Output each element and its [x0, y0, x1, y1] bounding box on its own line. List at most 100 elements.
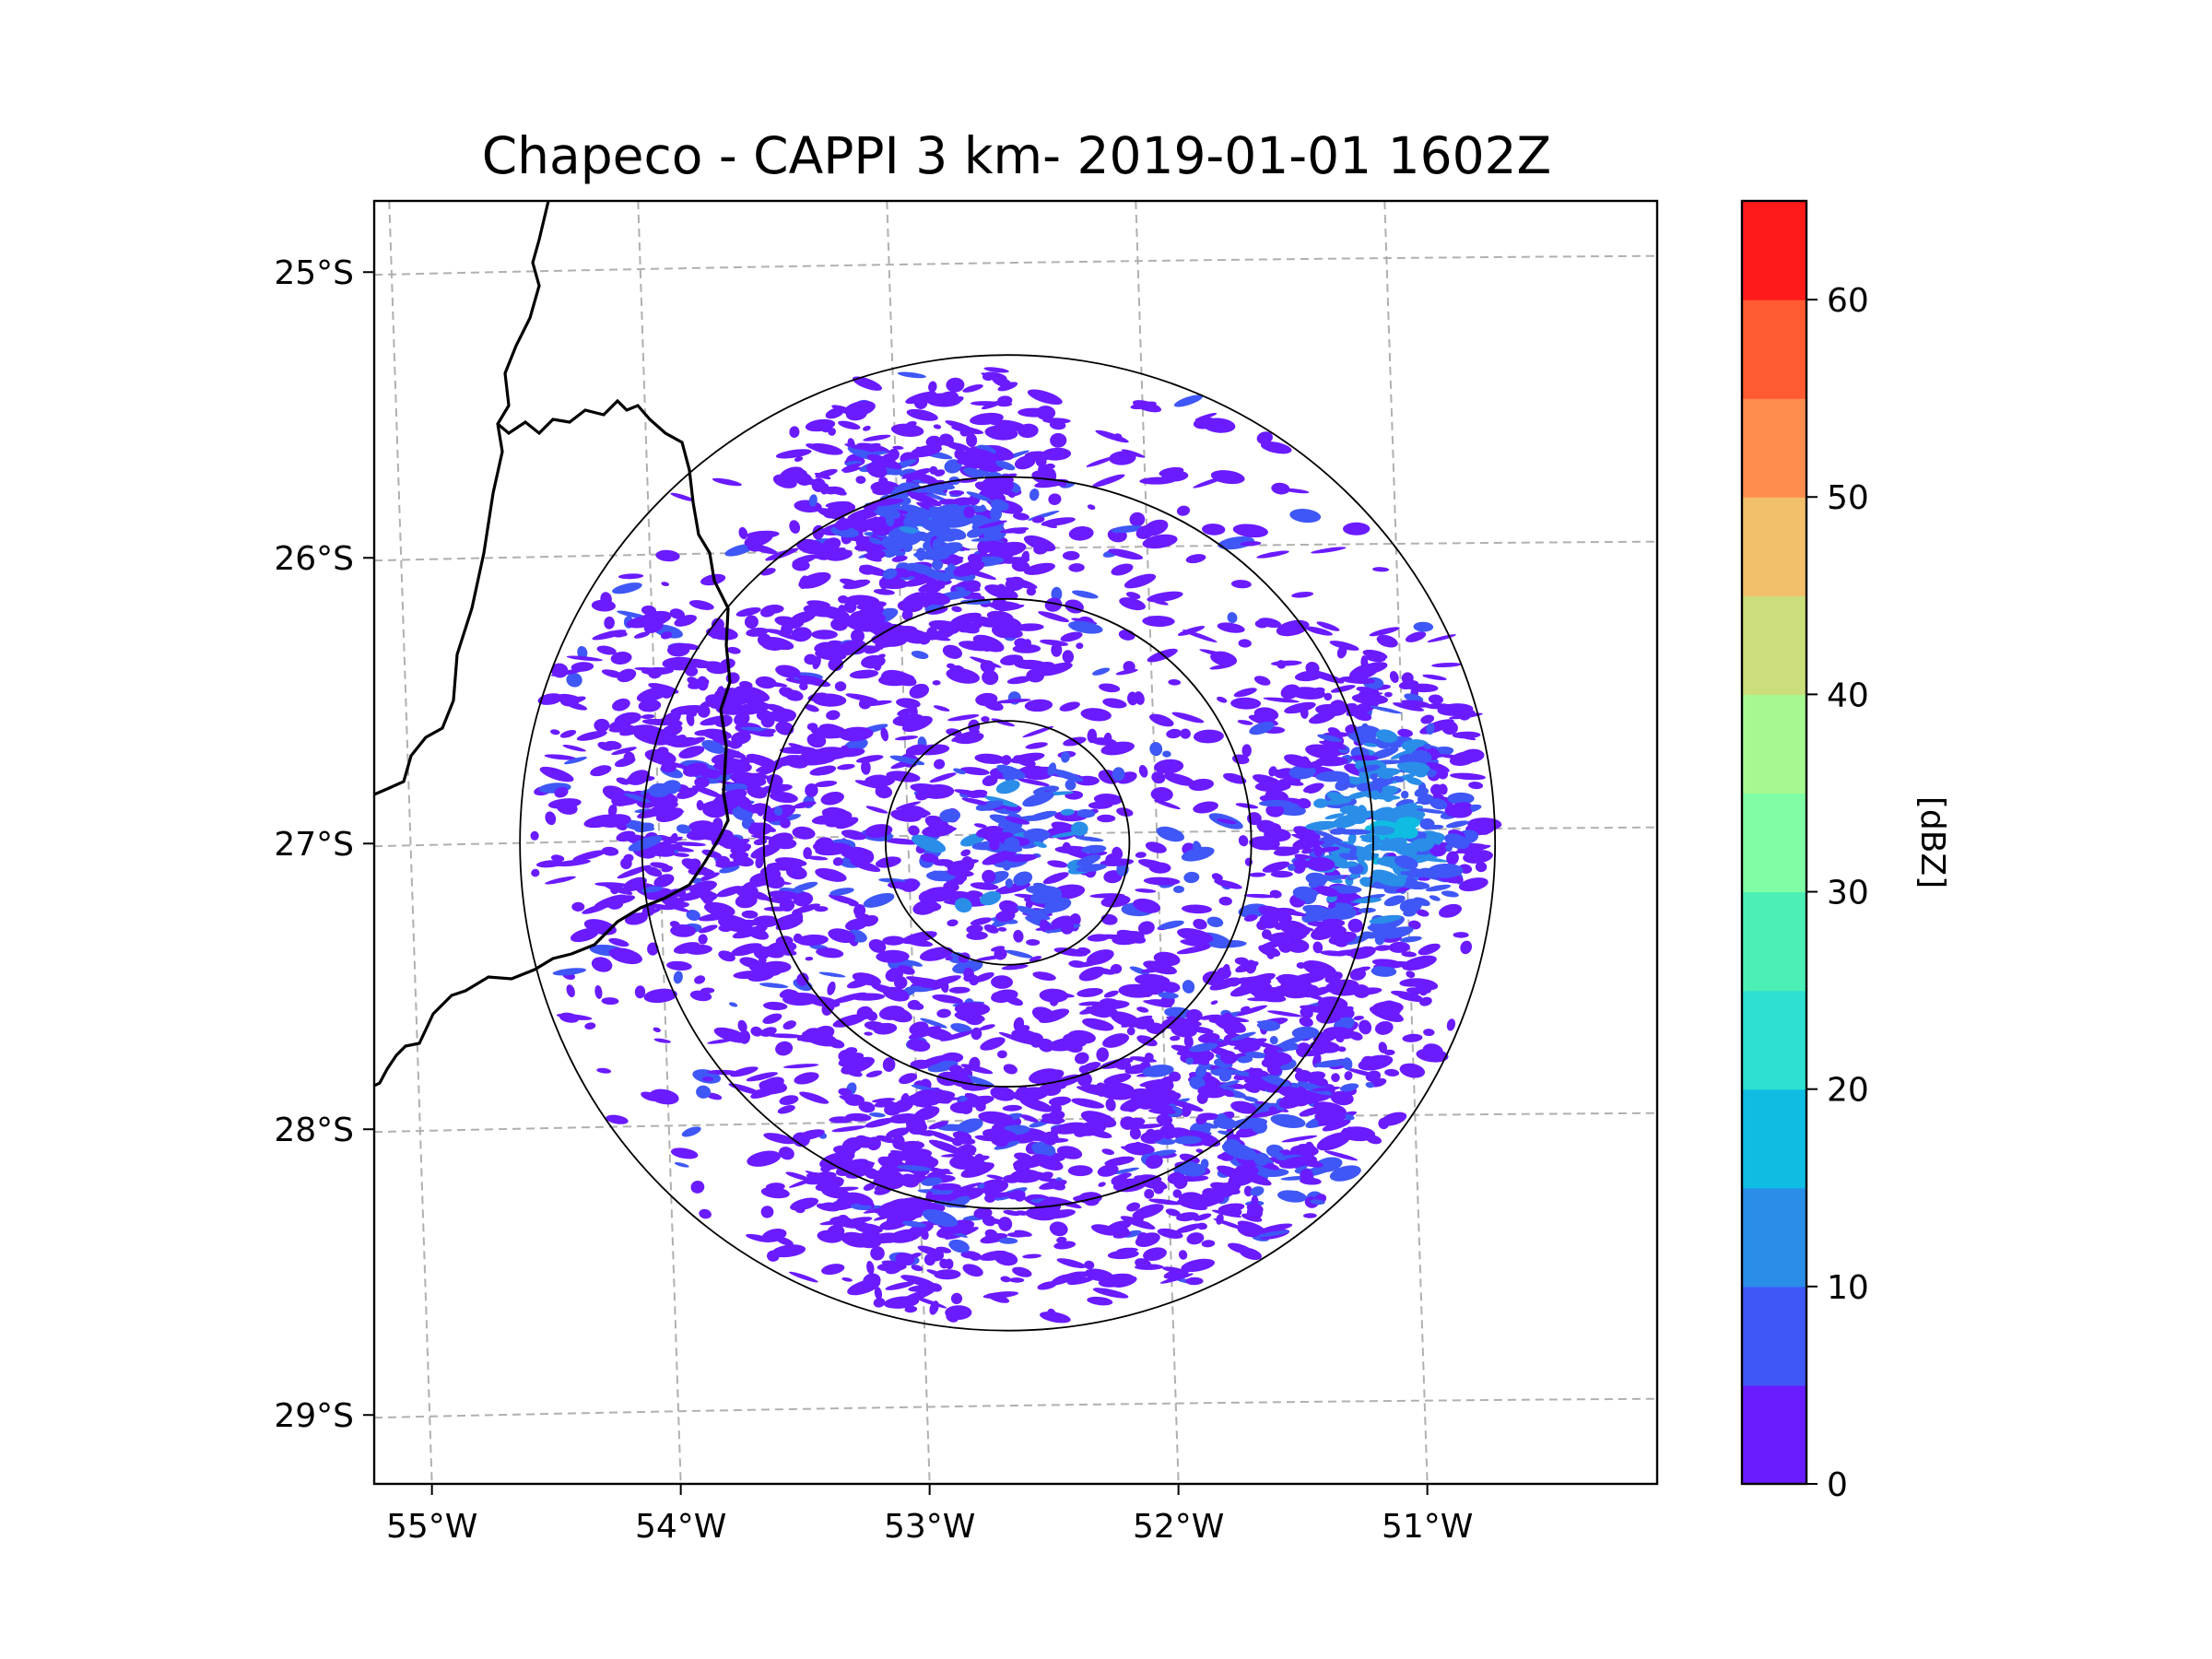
- echo-cell: [1206, 916, 1224, 927]
- echo-cell: [1303, 986, 1334, 998]
- echo-cell: [892, 1135, 905, 1149]
- echo-cell: [979, 1250, 1008, 1261]
- echo-cell: [1378, 1041, 1388, 1053]
- echo-cell: [1383, 895, 1406, 907]
- echo-cell: [1404, 693, 1424, 703]
- echo-cell: [918, 581, 942, 593]
- echo-cell: [1134, 1095, 1155, 1110]
- echo-cell: [1047, 1209, 1076, 1219]
- echo-cell: [1160, 982, 1181, 994]
- echo-cell: [1044, 463, 1055, 469]
- echo-cell: [678, 746, 705, 759]
- echo-cell: [1235, 803, 1259, 809]
- echo-cell: [985, 1181, 1005, 1193]
- echo-cell: [1330, 685, 1356, 693]
- echo-cell: [1284, 1096, 1319, 1105]
- echo-cell: [545, 811, 557, 826]
- echo-cell: [1230, 982, 1262, 997]
- echo-cell: [768, 890, 801, 900]
- echo-cell: [1447, 792, 1475, 805]
- echo-cell: [870, 1246, 885, 1261]
- echo-cell: [1126, 1027, 1135, 1036]
- echo-cell: [608, 937, 629, 947]
- echo-cell: [1006, 853, 1038, 863]
- echo-cell: [1003, 768, 1017, 782]
- echo-cell: [814, 906, 829, 912]
- echo-cell: [907, 1039, 931, 1052]
- echo-cell: [869, 451, 888, 455]
- echo-cell: [1115, 1172, 1132, 1180]
- echo-cell: [1256, 550, 1289, 559]
- echo-cell: [1314, 1059, 1351, 1068]
- echo-cell: [694, 975, 706, 984]
- echo-cell: [808, 494, 818, 507]
- echo-cell: [1095, 1082, 1108, 1097]
- echo-cell: [653, 1038, 671, 1043]
- echo-cell: [1068, 563, 1085, 572]
- echo-cell: [638, 699, 662, 712]
- echo-cell: [1365, 1082, 1374, 1088]
- echo-cell: [1097, 814, 1116, 823]
- echo-cell: [793, 881, 818, 892]
- echo-cell: [669, 608, 685, 619]
- echo-cell: [738, 1030, 751, 1044]
- echo-cell: [928, 1121, 949, 1130]
- echo-cell: [986, 1192, 1013, 1198]
- echo-cell: [862, 850, 875, 864]
- echo-cell: [1040, 1311, 1071, 1324]
- echo-cell: [997, 1050, 1007, 1059]
- echo-cell: [989, 814, 1023, 829]
- echo-cell: [928, 629, 954, 641]
- echo-cell: [947, 1312, 960, 1321]
- echo-cell: [594, 718, 610, 733]
- echo-cell: [1374, 1020, 1394, 1035]
- echo-cell: [1171, 712, 1205, 724]
- echo-cell: [837, 763, 855, 771]
- echo-cell: [1013, 929, 1024, 943]
- plot-frame: [372, 199, 1659, 1486]
- echo-cell: [1148, 1198, 1182, 1206]
- echo-cell: [838, 420, 861, 430]
- echo-cell: [1133, 898, 1161, 913]
- echo-cell: [1121, 449, 1146, 458]
- echo-cell: [1411, 978, 1439, 991]
- echo-cell: [1313, 830, 1335, 839]
- echo-cell: [604, 616, 615, 629]
- echo-cell: [863, 425, 871, 431]
- echo-cell: [564, 701, 588, 711]
- echo-cell: [1024, 562, 1055, 575]
- echo-cell: [793, 903, 821, 914]
- echo-cell: [785, 865, 807, 880]
- echo-cell: [769, 791, 798, 804]
- echo-cell: [995, 780, 1020, 794]
- echo-cell: [601, 846, 619, 856]
- echo-cell: [983, 367, 1009, 373]
- echo-cell: [1402, 955, 1437, 971]
- echo-cell: [1383, 1049, 1395, 1056]
- echo-cell: [698, 924, 718, 934]
- colorbar-label: [dBZ]: [1913, 796, 1951, 888]
- echo-cell: [576, 730, 607, 741]
- echo-cell: [688, 858, 701, 869]
- echo-cell: [804, 704, 819, 712]
- echo-cell: [845, 1068, 863, 1077]
- echo-cell: [1246, 1203, 1264, 1214]
- echo-cell: [790, 1197, 819, 1211]
- echo-cell: [1237, 720, 1253, 725]
- echo-cell: [956, 1118, 983, 1134]
- echo-cell: [955, 1144, 977, 1159]
- echo-cell: [820, 1165, 831, 1173]
- echo-cell: [911, 651, 929, 659]
- echo-cell: [1305, 626, 1333, 636]
- echo-cell: [1313, 1157, 1343, 1173]
- echo-cell: [970, 917, 993, 926]
- echo-cell: [1088, 1129, 1112, 1139]
- echo-cell: [1022, 725, 1054, 738]
- echo-cell: [841, 463, 861, 472]
- echo-cell: [1091, 474, 1125, 488]
- echo-cell: [1067, 1277, 1095, 1285]
- echo-cell: [1460, 710, 1476, 719]
- echo-cell: [707, 1039, 734, 1044]
- echo-cell: [1371, 1001, 1404, 1015]
- echo-cell: [1178, 1250, 1188, 1260]
